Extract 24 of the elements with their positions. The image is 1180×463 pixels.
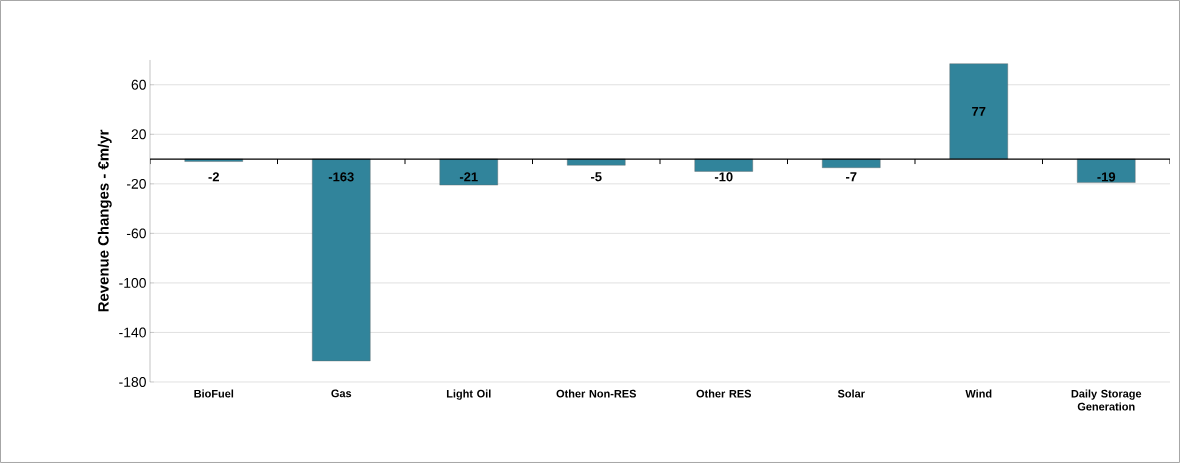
data-label: -7 [845, 172, 857, 182]
y-tick-label: -100 [119, 277, 146, 288]
y-axis-title: Revenue Changes - €m/yr [97, 129, 112, 312]
y-tick-label: -60 [126, 228, 146, 239]
data-label: 77 [972, 106, 986, 116]
data-label: -19 [1097, 172, 1116, 182]
y-tick-label: -20 [126, 178, 146, 189]
x-tick-label: BioFuel [194, 389, 234, 398]
y-tick-label: -180 [119, 377, 146, 387]
x-tick-label: Gas [331, 389, 352, 398]
x-tick-label: Other RES [696, 389, 752, 398]
data-label: -163 [328, 172, 354, 182]
x-tick-label: Other Non-RES [556, 389, 636, 398]
y-tick-label: 60 [131, 79, 146, 90]
x-tick-label: Light Oil [446, 389, 491, 400]
x-tick-label: Solar [837, 389, 865, 398]
data-label: -2 [208, 172, 219, 182]
data-label: -10 [714, 172, 733, 182]
data-label: -5 [590, 172, 602, 182]
data-label: -21 [459, 172, 478, 182]
x-tick-label: Daily Storage Generation [1071, 389, 1142, 411]
y-tick-label: 20 [131, 129, 146, 140]
y-tick-label: -140 [119, 327, 146, 338]
x-tick-label: Wind [965, 389, 992, 398]
